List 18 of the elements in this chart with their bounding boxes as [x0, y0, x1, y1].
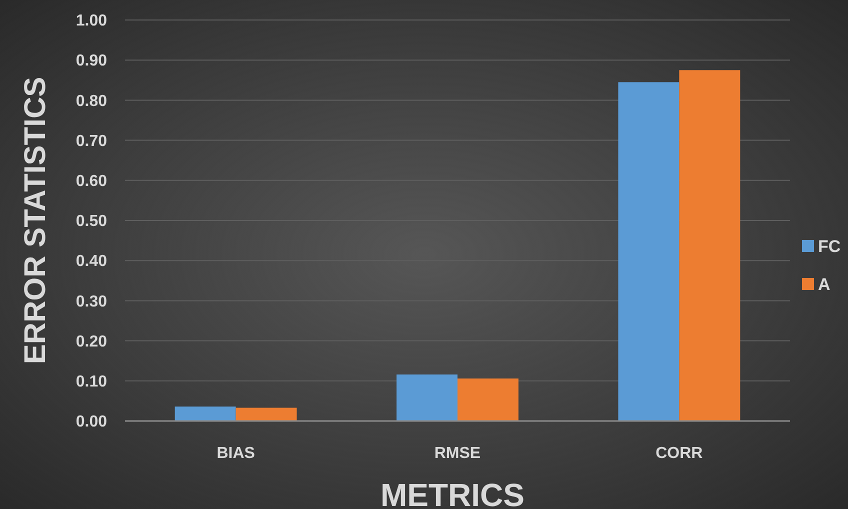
y-axis-title: ERROR STATISTICS	[19, 76, 52, 364]
x-axis-title: METRICS	[380, 477, 524, 509]
legend-label: FC	[818, 236, 841, 256]
y-tick-label: 0.70	[76, 132, 108, 150]
x-tick-label: BIAS	[216, 445, 256, 462]
y-tick-label: 0.40	[76, 253, 108, 270]
y-tick-label: 1.00	[76, 12, 108, 30]
y-tick-label: 0.80	[76, 92, 108, 110]
y-tick-label: 0.20	[76, 333, 108, 350]
x-tick-label: RMSE	[434, 445, 481, 462]
x-tick-label: CORR	[656, 445, 704, 462]
y-tick-label: 0.90	[76, 52, 108, 70]
y-tick-label: 0.60	[76, 173, 108, 190]
y-tick-label: 0.50	[76, 213, 108, 230]
legend-label: A	[818, 274, 830, 294]
y-tick-label: 0.30	[76, 293, 108, 310]
y-tick-label: 0.10	[76, 374, 108, 390]
y-tick-label: 0.00	[76, 414, 108, 431]
